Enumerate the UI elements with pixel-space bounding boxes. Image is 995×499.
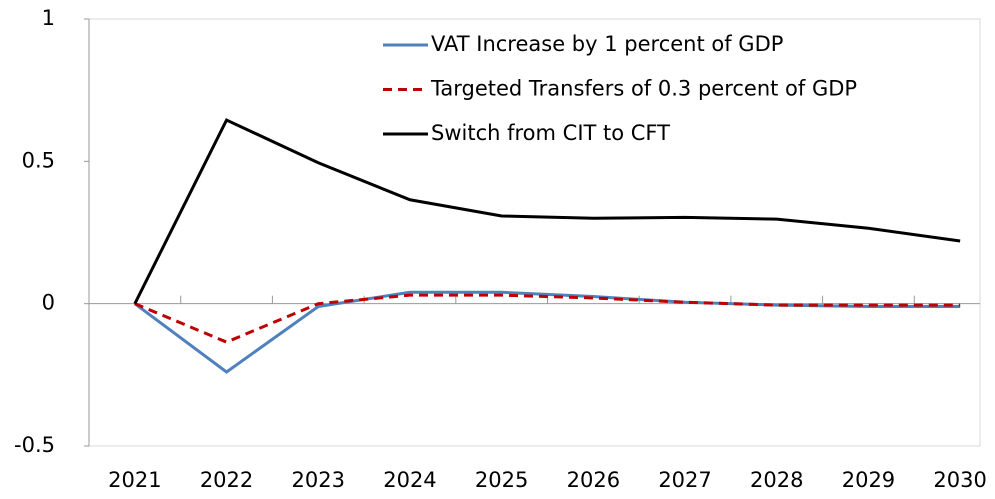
x-tick-label: 2030 [933,468,986,492]
legend-label: VAT Increase by 1 percent of GDP [431,32,783,56]
legend-label: Targeted Transfers of 0.3 percent of GDP [430,77,857,101]
x-tick-label: 2028 [750,468,803,492]
series-line [134,293,961,344]
x-tick-label: 2025 [475,468,528,492]
x-tick-label: 2027 [658,468,711,492]
x-tick-label: 2022 [200,468,253,492]
series-line [133,118,961,305]
series-line [133,290,961,374]
x-tick-label: 2023 [292,468,345,492]
x-tick-label: 2026 [567,468,620,492]
y-tick-label: -0.5 [14,433,55,457]
y-tick-label: 0 [42,291,55,315]
x-tick-label: 2024 [383,468,436,492]
y-tick-label: 1 [42,6,55,30]
y-tick-label: 0.5 [22,148,55,172]
x-tick-label: 2029 [842,468,895,492]
legend-label: Switch from CIT to CFT [431,121,670,145]
x-tick-label: 2021 [108,468,161,492]
